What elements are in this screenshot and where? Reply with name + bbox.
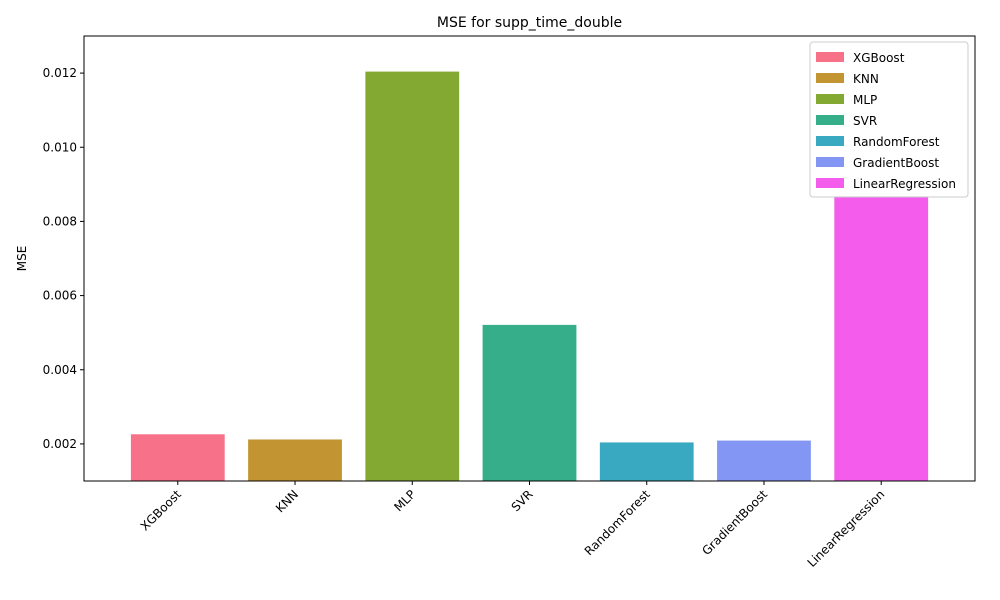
legend-entry: SVR — [853, 114, 877, 128]
legend-swatch — [816, 73, 844, 83]
x-tick-label: KNN — [273, 487, 301, 515]
legend-swatch — [816, 157, 844, 167]
y-tick-label: 0.008 — [43, 214, 77, 228]
chart-title: MSE for supp_time_double — [437, 15, 622, 31]
y-tick-label: 0.006 — [43, 289, 77, 303]
bar-mlp — [365, 71, 460, 481]
legend-entry: XGBoost — [853, 51, 905, 65]
bar-knn — [248, 439, 342, 481]
x-tick-label: XGBoost — [138, 487, 184, 533]
bar-randomforest — [599, 442, 694, 481]
legend-entry: MLP — [853, 93, 877, 107]
x-ticks: XGBoost KNN MLP SVR RandomForest GradientBoos… — [138, 481, 888, 570]
bar-linearregression — [834, 196, 929, 481]
bar-gradientboost — [717, 440, 811, 481]
x-tick-label: SVR — [509, 487, 536, 514]
x-tick-label: RandomForest — [582, 487, 653, 558]
legend-entry: GradientBoost — [853, 156, 939, 170]
legend: XGBoost KNN MLP SVR RandomForest GradientBoos… — [809, 41, 969, 198]
legend-swatch — [816, 178, 844, 188]
legend-swatch — [816, 52, 844, 62]
bar-svr — [482, 324, 577, 481]
legend-swatch — [816, 115, 844, 125]
y-tick-label: 0.012 — [43, 66, 77, 80]
legend-entry: RandomForest — [853, 135, 940, 149]
bar-xgboost — [130, 434, 225, 481]
x-tick-label: MLP — [391, 487, 418, 514]
y-axis-label: MSE — [15, 246, 29, 272]
legend-swatch — [816, 136, 844, 146]
y-tick-label: 0.004 — [43, 363, 77, 377]
bars-layer — [130, 71, 929, 481]
y-tick-label: 0.002 — [43, 437, 77, 451]
legend-entry: KNN — [853, 72, 879, 86]
x-tick-label: LinearRegression — [805, 487, 888, 570]
y-tick-label: 0.010 — [43, 140, 77, 154]
x-tick-label: GradientBoost — [699, 487, 770, 558]
legend-swatch — [816, 94, 844, 104]
legend-box — [809, 41, 969, 198]
legend-entry: LinearRegression — [853, 177, 956, 191]
y-ticks: 0.002 0.004 0.006 0.008 0.010 0.012 — [43, 66, 84, 451]
